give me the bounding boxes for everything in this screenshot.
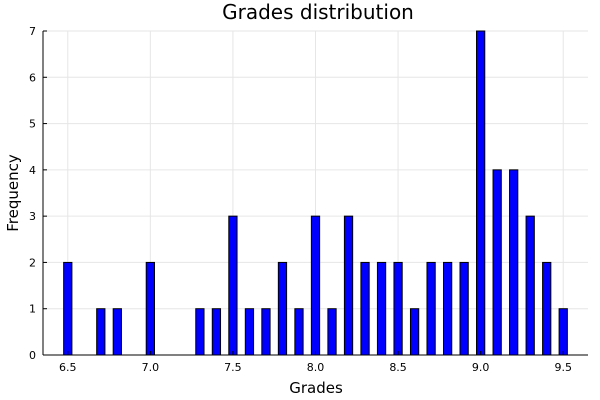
bar-9.4 xyxy=(542,261,552,356)
x-tick-label: 9.5 xyxy=(554,361,572,374)
x-tick-label: 8.0 xyxy=(307,361,325,374)
bar-8.9 xyxy=(459,261,469,356)
bar-7 xyxy=(145,261,155,356)
x-tick-label: 7.0 xyxy=(142,361,160,374)
bar-8.8 xyxy=(442,261,453,356)
bar-9 xyxy=(476,30,486,356)
bar-9.3 xyxy=(525,215,535,356)
bar-8.7 xyxy=(426,261,436,356)
bar-8.4 xyxy=(376,261,387,356)
y-tick-label: 3 xyxy=(29,210,36,223)
y-tick-label: 6 xyxy=(29,71,36,84)
bar-8.5 xyxy=(393,261,403,356)
bar-7.8 xyxy=(277,261,288,356)
y-tick-label: 1 xyxy=(29,303,36,316)
x-tick-label: 6.5 xyxy=(59,361,77,374)
chart-title: Grades distribution xyxy=(222,0,414,24)
y-tick-label: 2 xyxy=(29,256,36,269)
bar-9.1 xyxy=(492,169,502,356)
bar-6.5 xyxy=(63,261,73,356)
bar-9.2 xyxy=(509,169,519,356)
y-axis-label: Frequency xyxy=(4,154,22,232)
y-tick-label: 0 xyxy=(29,349,36,362)
bar-8.1 xyxy=(327,308,337,356)
bar-7.7 xyxy=(261,308,271,356)
bars xyxy=(63,30,568,356)
y-tick-label: 7 xyxy=(29,25,36,38)
bar-8.6 xyxy=(409,308,420,356)
bar-7.4 xyxy=(211,308,222,356)
x-tick-label: 9.0 xyxy=(472,361,490,374)
bar-6.8 xyxy=(112,308,122,356)
x-tick-label: 7.5 xyxy=(224,361,242,374)
bar-8.3 xyxy=(360,261,370,356)
bar-7.5 xyxy=(228,215,238,356)
bar-6.7 xyxy=(96,308,106,356)
bar-9.5 xyxy=(558,308,568,356)
y-tick-label: 5 xyxy=(29,118,36,131)
axes xyxy=(42,30,588,356)
x-axis-label: Grades xyxy=(289,379,343,397)
x-tick-label: 8.5 xyxy=(389,361,407,374)
tick-labels: 6.5 7.0 7.5 8.0 8.5 9.0 9.5 0 1 2 3 4 5 6 7 xyxy=(29,25,572,374)
bar-7.3 xyxy=(195,308,205,356)
bar-8.2 xyxy=(343,215,354,356)
bar-7.9 xyxy=(294,308,304,356)
y-tick-label: 4 xyxy=(29,164,36,177)
bar-8 xyxy=(310,215,321,356)
bar-7.6 xyxy=(244,308,255,356)
